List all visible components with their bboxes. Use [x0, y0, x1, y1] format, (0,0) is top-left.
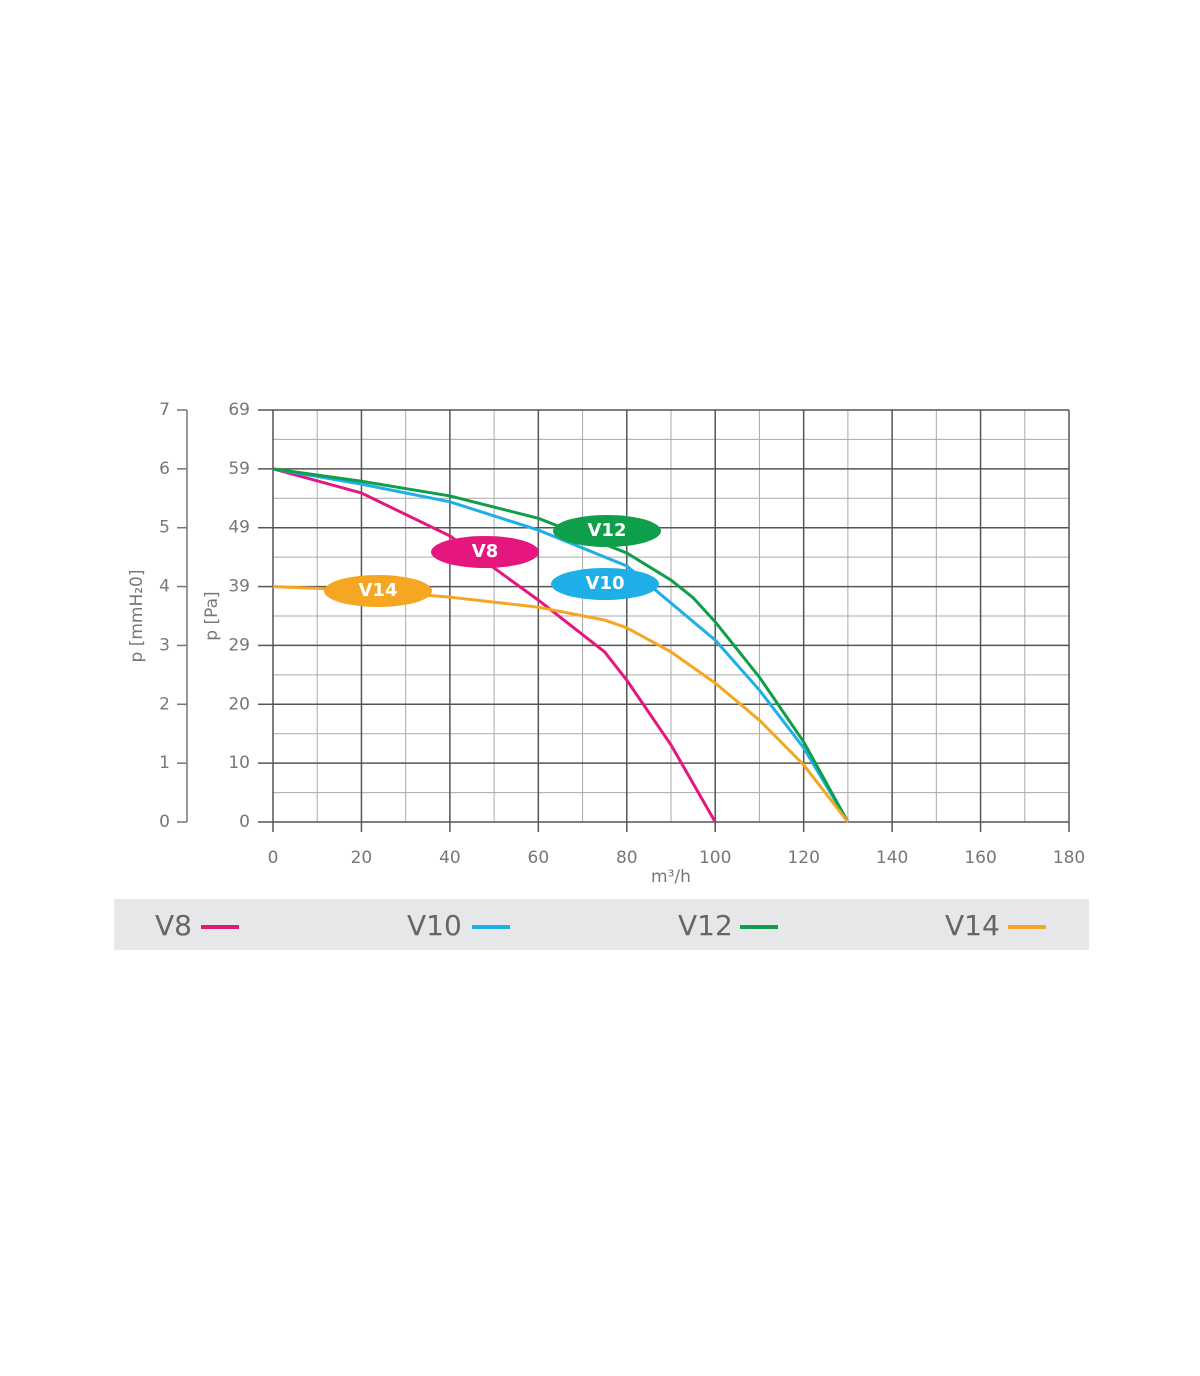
- y2-tick-label: 20: [228, 694, 250, 714]
- series-badge: [551, 568, 659, 600]
- legend-label: V10: [407, 909, 462, 942]
- y-tick-label: 7: [159, 400, 170, 420]
- x-tick-label: 140: [876, 848, 908, 868]
- x-tick-label: 80: [616, 848, 638, 868]
- y-tick-label: 0: [159, 812, 170, 832]
- y2-tick-label: 0: [239, 812, 250, 832]
- x-tick-label: 100: [699, 848, 731, 868]
- y2-tick-label: 29: [228, 635, 250, 655]
- y2-tick-label: 69: [228, 400, 250, 420]
- y-tick-label: 6: [159, 459, 170, 479]
- legend-band: [114, 899, 1089, 950]
- x-tick-label: 160: [964, 848, 996, 868]
- series-line: [272, 467, 850, 823]
- x-axis-title: m³/h: [651, 867, 691, 887]
- y2-tick-label: 59: [228, 459, 250, 479]
- series-badge: [431, 536, 539, 568]
- x-tick-label: 40: [439, 848, 461, 868]
- x-tick-label: 120: [787, 848, 819, 868]
- x-tick-label: 0: [268, 848, 279, 868]
- y2-tick-label: 10: [228, 753, 250, 773]
- y-tick-label: 1: [159, 753, 170, 773]
- series-badge-label: V8: [472, 541, 498, 562]
- legend-label: V8: [155, 909, 192, 942]
- series-line: [272, 467, 850, 823]
- x-tick-label: 20: [351, 848, 373, 868]
- series-badge: [553, 515, 661, 547]
- y-tick-label: 2: [159, 694, 170, 714]
- y2-tick-label: 49: [228, 518, 250, 538]
- y-tick-label: 4: [159, 577, 170, 597]
- series-badge: [324, 575, 432, 607]
- x-tick-label: 180: [1053, 848, 1085, 868]
- series-badge-label: V12: [588, 520, 627, 541]
- y-tick-label: 3: [159, 635, 170, 655]
- legend-label: V12: [678, 909, 733, 942]
- y2-tick-label: 39: [228, 577, 250, 597]
- series-badge-label: V10: [586, 573, 625, 594]
- x-tick-label: 60: [528, 848, 550, 868]
- y-tick-label: 5: [159, 518, 170, 538]
- y-axis-title: p [mmH₂0]: [127, 570, 147, 663]
- series-badge-label: V14: [359, 580, 398, 601]
- legend-label: V14: [945, 909, 1000, 942]
- series-line: [272, 467, 717, 823]
- y2-axis-title: p [Pa]: [202, 591, 222, 640]
